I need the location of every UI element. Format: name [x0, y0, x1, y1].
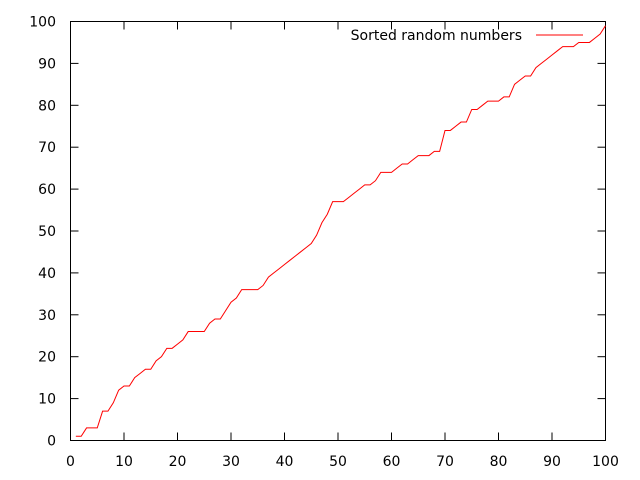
y-tick-label: 30	[38, 308, 56, 324]
x-tick-label: 40	[276, 454, 294, 470]
y-tick-label: 80	[38, 98, 56, 114]
y-tick-label: 50	[38, 224, 56, 240]
y-tick-label: 60	[38, 182, 56, 198]
y-tick-label: 70	[38, 140, 56, 156]
y-tick-label: 10	[38, 392, 56, 408]
x-tick-label: 70	[436, 454, 454, 470]
legend-label: Sorted random numbers	[351, 28, 522, 44]
x-tick-label: 30	[222, 454, 240, 470]
x-tick-label: 10	[115, 454, 133, 470]
x-tick-label: 0	[66, 454, 75, 470]
x-tick-label: 80	[490, 454, 508, 470]
x-tick-label: 60	[383, 454, 401, 470]
legend: Sorted random numbers	[351, 28, 583, 44]
y-tick-label: 0	[47, 434, 56, 450]
y-tick-label: 90	[38, 56, 56, 72]
series-line-0	[75, 25, 606, 437]
x-tick-label: 90	[543, 454, 561, 470]
y-tick-label: 100	[29, 15, 56, 31]
y-tick-label: 20	[38, 350, 56, 366]
x-tick-label: 50	[329, 454, 347, 470]
x-tick-label: 20	[169, 454, 187, 470]
plot-area-border	[70, 21, 606, 441]
y-tick-label: 40	[38, 266, 56, 282]
series-group	[75, 25, 606, 437]
axis-tick-labels: 0 10 20 30 40 50 60 70 80 90 100 0 10 20 30 40 50 60 70 80 9…	[29, 15, 619, 471]
x-tick-label: 100	[592, 454, 619, 470]
